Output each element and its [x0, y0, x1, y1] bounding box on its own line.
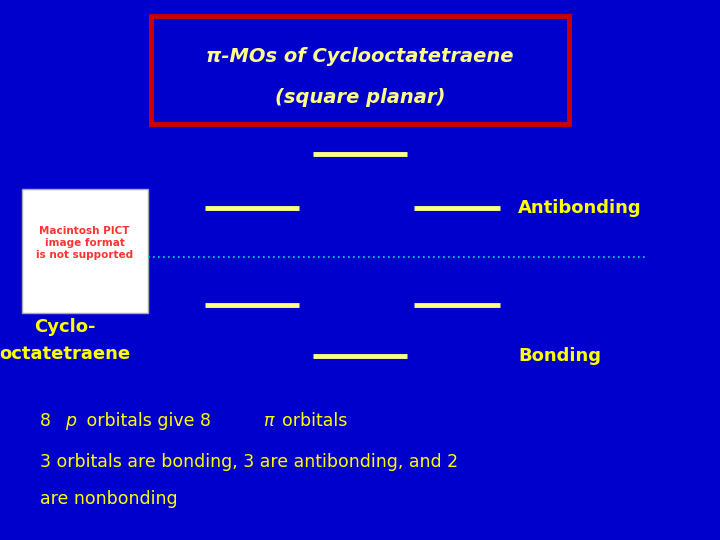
Text: Antibonding: Antibonding	[518, 199, 642, 217]
Text: are nonbonding: are nonbonding	[40, 490, 177, 509]
Text: orbitals give 8: orbitals give 8	[81, 412, 217, 430]
FancyBboxPatch shape	[22, 189, 148, 313]
Text: π: π	[263, 412, 274, 430]
Text: orbitals: orbitals	[282, 412, 348, 430]
Text: π-MOs of Cyclooctatetraene: π-MOs of Cyclooctatetraene	[206, 47, 514, 66]
Text: (square planar): (square planar)	[275, 87, 445, 107]
FancyBboxPatch shape	[151, 16, 569, 124]
Text: Cyclo-: Cyclo-	[34, 318, 96, 336]
Text: Bonding: Bonding	[518, 347, 601, 366]
Text: octatetraene: octatetraene	[0, 345, 130, 363]
Text: 3 orbitals are bonding, 3 are antibonding, and 2: 3 orbitals are bonding, 3 are antibondin…	[40, 453, 458, 471]
Text: 8: 8	[40, 412, 56, 430]
Text: Macintosh PICT
image format
is not supported: Macintosh PICT image format is not suppo…	[36, 226, 133, 260]
Text: p: p	[65, 412, 76, 430]
